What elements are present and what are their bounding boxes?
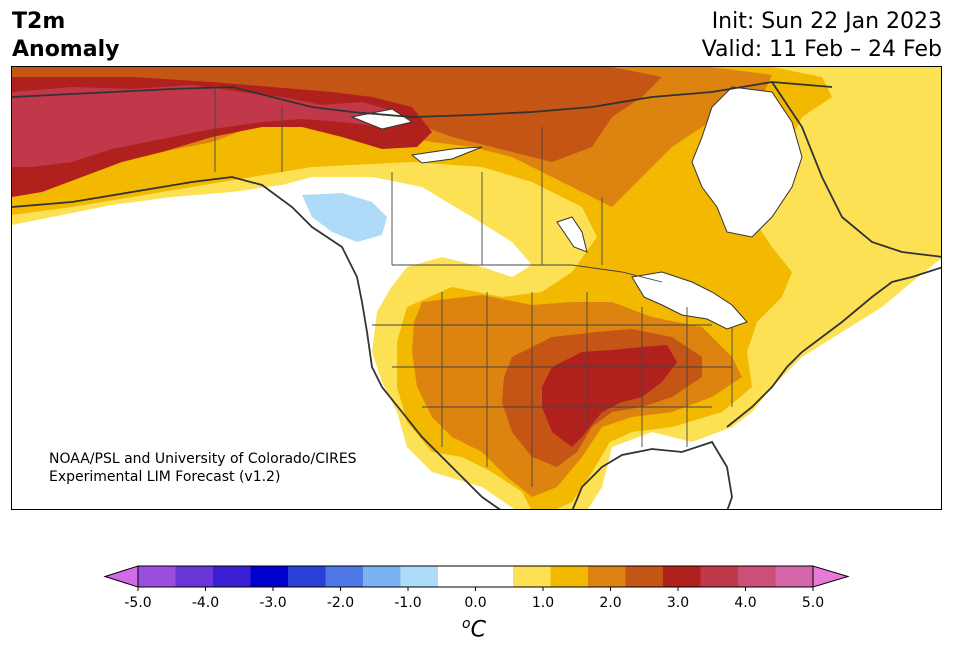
colorbar-swatch: [288, 566, 326, 587]
valid-range: Valid: 11 Feb – 24 Feb: [701, 37, 942, 62]
title-field: Anomaly: [12, 37, 120, 62]
title-variable: T2m: [12, 9, 66, 34]
colorbar-swatch: [625, 566, 664, 587]
hudson-bay-area: [691, 86, 803, 238]
map-title: T2m Anomaly: [12, 8, 119, 64]
colorbar-tick-label: -5.0: [124, 595, 151, 611]
labrador-coast: [771, 81, 941, 258]
colorbar-tick-label: 2.0: [599, 595, 621, 611]
colorbar-unit: oC: [462, 616, 486, 642]
coastlines: [12, 81, 941, 509]
colorbar-tick-label: -3.0: [259, 595, 286, 611]
anomaly-map: [11, 66, 942, 510]
colorbar-swatch: [138, 566, 176, 587]
credit-line-2: Experimental LIM Forecast (v1.2): [49, 469, 281, 485]
colorbar-swatches: [103, 565, 850, 588]
colorbar-tick-label: 1.0: [532, 595, 554, 611]
anomaly-band-6: [12, 85, 397, 167]
colorbar-swatch: [588, 566, 626, 587]
colorbar-tick-label: 0.0: [464, 595, 486, 611]
credit-line-1: NOAA/PSL and University of Colorado/CIRE…: [49, 451, 357, 467]
colorbar-tick-label: 4.0: [734, 595, 756, 611]
colorbar-swatch: [738, 566, 776, 587]
water-bodies: [350, 86, 803, 330]
colorbar-swatch: [175, 566, 214, 587]
cold-anomaly-patch: [302, 193, 387, 242]
colorbar-tick-label: -2.0: [327, 595, 354, 611]
arctic-coastline: [12, 81, 833, 118]
colorbar-swatch: [475, 566, 514, 587]
map-canvas: [12, 67, 941, 509]
colorbar-swatch: [363, 566, 401, 587]
lake-winnipeg: [556, 216, 588, 253]
colorbar-ticks: -5.0 -4.0 -3.0 -2.0 -1.0 0.0 1.0 2.0 3.0 4.0 5.0: [124, 587, 824, 611]
colorbar-swatch: [325, 566, 364, 587]
colorbar-extend-high: [812, 565, 850, 588]
colorbar-frame: [137, 565, 814, 588]
colorbar-tick-label: 5.0: [802, 595, 824, 611]
colorbar-tick-label: 3.0: [667, 595, 689, 611]
colorbar-swatch: [663, 566, 701, 587]
colorbar-extend-low: [103, 565, 139, 588]
colorbar-tick-label: -1.0: [394, 595, 421, 611]
gulf-coastline: [571, 440, 733, 509]
atlantic-coastline: [726, 266, 941, 428]
political-borders: [214, 87, 733, 487]
colorbar-swatch: [213, 566, 251, 587]
pacific-coastline: [12, 176, 501, 509]
colorbar-swatch: [250, 566, 289, 587]
colorbar-swatch: [550, 566, 589, 587]
colorbar-swatch: [700, 566, 739, 587]
colorbar-swatch: [400, 566, 439, 587]
data-credit: NOAA/PSL and University of Colorado/CIRE…: [49, 450, 357, 486]
colorbar-swatch: [438, 566, 476, 587]
unit-celsius: C: [470, 617, 486, 643]
colorbar-tick-label: -4.0: [192, 595, 219, 611]
colorbar-swatch: [775, 566, 814, 587]
great-lakes: [631, 271, 748, 330]
us-canada-border: [392, 264, 663, 283]
init-date: Init: Sun 22 Jan 2023: [711, 9, 942, 34]
great-bear-lake: [410, 146, 483, 164]
forecast-dates: Init: Sun 22 Jan 2023 Valid: 11 Feb – 24…: [702, 8, 942, 64]
colorbar-swatch: [513, 566, 551, 587]
unit-degree: o: [462, 616, 471, 632]
